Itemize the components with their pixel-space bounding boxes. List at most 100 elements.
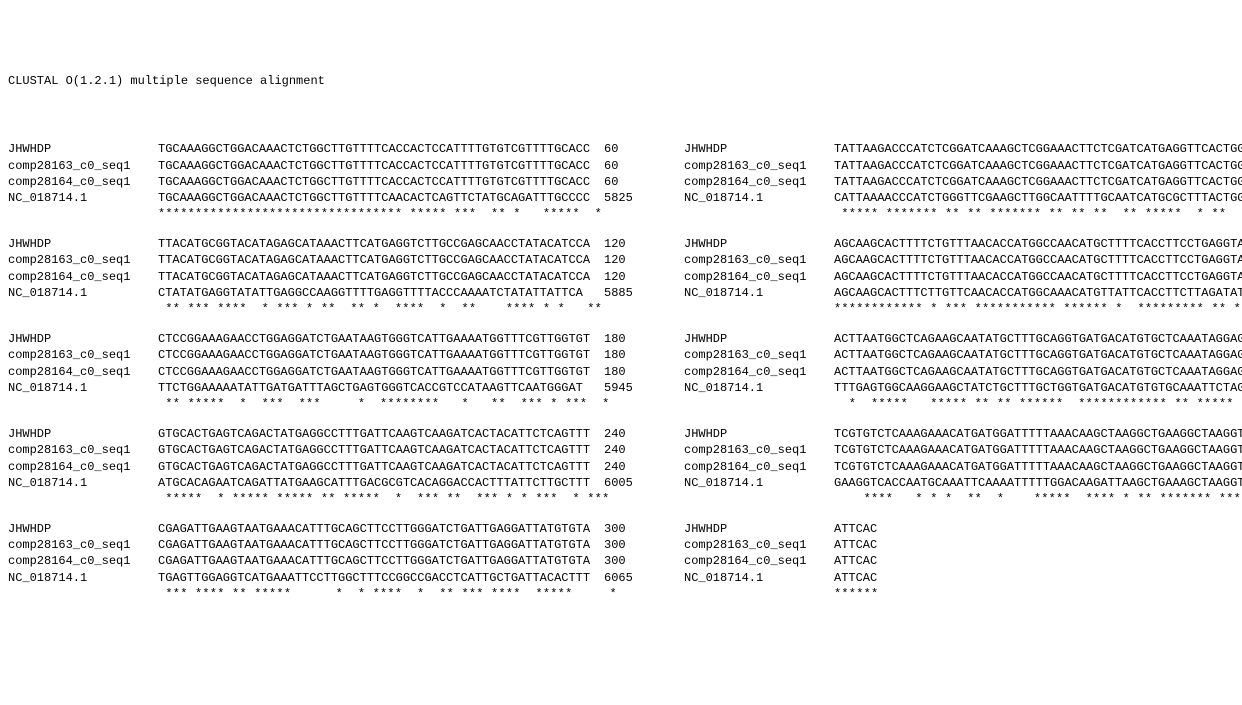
conservation-stars: ***** * ***** ***** ** ***** * *** ** **… — [8, 491, 644, 507]
alignment-row: NC_018714.1TTTGAGTGGCAAGGAAGCTATCTGCTTTG… — [684, 380, 1242, 396]
sequence-text: ATTCAC — [834, 521, 1242, 537]
sequence-text: TATTAAGACCCATCTCGGATCAAAGCTCGGAAACTTCTCG… — [834, 174, 1242, 190]
alignment-row: comp28164_c0_seq1AGCAAGCACTTTTCTGTTTAACA… — [684, 269, 1242, 285]
alignment-row: NC_018714.1TGAGTTGGAGGTCATGAAATTCCTTGGCT… — [8, 570, 644, 586]
sequence-name: NC_018714.1 — [684, 190, 834, 206]
alignment-row: comp28163_c0_seq1ACTTAATGGCTCAGAAGCAATAT… — [684, 347, 1242, 363]
sequence-name: comp28164_c0_seq1 — [684, 174, 834, 190]
alignment-row: NC_018714.1ATTCAC6311 — [684, 570, 1242, 586]
sequence-position: 5825 — [598, 190, 644, 206]
alignment-row: NC_018714.1TGCAAAGGCTGGACAAACTCTGGCTTGTT… — [8, 190, 644, 206]
sequence-text: CGAGATTGAAGTAATGAAACATTTGCAGCTTCCTTGGGAT… — [158, 553, 598, 569]
conservation-stars: ************ * *** *********** ****** * … — [684, 301, 1242, 317]
sequence-text: GTGCACTGAGTCAGACTATGAGGCCTTTGATTCAAGTCAA… — [158, 442, 598, 458]
sequence-position: 180 — [598, 347, 644, 363]
alignment-row: JHWHDPACTTAATGGCTCAGAAGCAATATGCTTTGCAGGT… — [684, 331, 1242, 347]
sequence-text: CTCCGGAAAGAACCTGGAGGATCTGAATAAGTGGGTCATT… — [158, 364, 598, 380]
alignment-row: JHWHDPTCGTGTCTCAAAGAAACATGATGGATTTTTAAAC… — [684, 426, 1242, 442]
sequence-name: NC_018714.1 — [8, 570, 158, 586]
sequence-text: TCGTGTCTCAAAGAAACATGATGGATTTTTAAACAAGCTA… — [834, 426, 1242, 442]
sequence-name: comp28164_c0_seq1 — [8, 269, 158, 285]
alignment-row: NC_018714.1TTCTGGAAAAATATTGATGATTTAGCTGA… — [8, 380, 644, 396]
sequence-name: NC_018714.1 — [684, 380, 834, 396]
conservation-stars: ********************************* ***** … — [8, 206, 644, 222]
alignment-row: comp28163_c0_seq1CGAGATTGAAGTAATGAAACATT… — [8, 537, 644, 553]
sequence-text: ACTTAATGGCTCAGAAGCAATATGCTTTGCAGGTGATGAC… — [834, 364, 1242, 380]
sequence-name: JHWHDP — [8, 331, 158, 347]
alignment-block: JHWHDPTTACATGCGGTACATAGAGCATAAACTTCATGAG… — [8, 236, 644, 317]
alignment-row: comp28163_c0_seq1TGCAAAGGCTGGACAAACTCTGG… — [8, 158, 644, 174]
alignment-row: comp28164_c0_seq1ATTCAC546 — [684, 553, 1242, 569]
alignment-block: JHWHDPACTTAATGGCTCAGAAGCAATATGCTTTGCAGGT… — [684, 331, 1242, 412]
sequence-text: AGCAAGCACTTTTCTGTTTAACACCATGGCCAACATGCTT… — [834, 252, 1242, 268]
sequence-text: CTCCGGAAAGAACCTGGAGGATCTGAATAAGTGGGTCATT… — [158, 331, 598, 347]
sequence-position: 300 — [598, 521, 644, 537]
sequence-name: comp28163_c0_seq1 — [684, 537, 834, 553]
sequence-position: 240 — [598, 459, 644, 475]
sequence-name: JHWHDP — [8, 236, 158, 252]
sequence-name: NC_018714.1 — [8, 380, 158, 396]
sequence-name: comp28163_c0_seq1 — [684, 158, 834, 174]
alignment-row: NC_018714.1CTATATGAGGTATATTGAGGCCAAGGTTT… — [8, 285, 644, 301]
sequence-name: JHWHDP — [684, 236, 834, 252]
alignment-row: comp28163_c0_seq1ATTCAC546 — [684, 537, 1242, 553]
sequence-name: comp28164_c0_seq1 — [8, 174, 158, 190]
sequence-position: 240 — [598, 426, 644, 442]
sequence-text: CGAGATTGAAGTAATGAAACATTTGCAGCTTCCTTGGGAT… — [158, 537, 598, 553]
sequence-text: TTACATGCGGTACATAGAGCATAAACTTCATGAGGTCTTG… — [158, 236, 598, 252]
conservation-stars: ** *** **** * *** * ** ** * **** * ** **… — [8, 301, 644, 317]
alignment-block: JHWHDP TATTAAGACCCATCTCGGATCAAAGCTCGGAAAC… — [684, 141, 1242, 222]
sequence-position: 240 — [598, 442, 644, 458]
alignment-block: JHWHDPTCGTGTCTCAAAGAAACATGATGGATTTTTAAAC… — [684, 426, 1242, 507]
sequence-name: JHWHDP — [8, 426, 158, 442]
sequence-position: 60 — [598, 141, 644, 157]
alignment-row: NC_018714.1CATTAAAACCCATCTGGGTTCGAAGCTTG… — [684, 190, 1242, 206]
alignment-block: JHWHDPATTCAC546comp28163_c0_seq1ATTCAC54… — [684, 521, 1242, 602]
alignment-row: comp28163_c0_seq1CTCCGGAAAGAACCTGGAGGATC… — [8, 347, 644, 363]
sequence-name: comp28163_c0_seq1 — [684, 347, 834, 363]
sequence-name: comp28163_c0_seq1 — [8, 537, 158, 553]
sequence-name: JHWHDP — [684, 426, 834, 442]
sequence-name: NC_018714.1 — [684, 285, 834, 301]
sequence-position: 300 — [598, 537, 644, 553]
alignment-block: JHWHDPCTCCGGAAAGAACCTGGAGGATCTGAATAAGTGG… — [8, 331, 644, 412]
sequence-position: 6065 — [598, 570, 644, 586]
alignment-row: NC_018714.1AGCAAGCACTTTCTTGTTCAACACCATGG… — [684, 285, 1242, 301]
sequence-name: NC_018714.1 — [684, 475, 834, 491]
sequence-name: JHWHDP — [684, 141, 834, 157]
sequence-name: comp28163_c0_seq1 — [8, 252, 158, 268]
alignment-row: JHWHDPGTGCACTGAGTCAGACTATGAGGCCTTTGATTCA… — [8, 426, 644, 442]
sequence-text: TGCAAAGGCTGGACAAACTCTGGCTTGTTTTCAACACTCA… — [158, 190, 598, 206]
sequence-name: comp28163_c0_seq1 — [8, 442, 158, 458]
conservation-stars: ***** ******* ** ** ******* ** ** ** ** … — [684, 206, 1242, 222]
sequence-position: 180 — [598, 364, 644, 380]
alignment-row: comp28163_c0_seq1TATTAAGACCCATCTCGGATCAA… — [684, 158, 1242, 174]
alignment-row: NC_018714.1GAAGGTCACCAATGCAAATTCAAAATTTT… — [684, 475, 1242, 491]
sequence-text: ATGCACAGAATCAGATTATGAAGCATTTGACGCGTCACAG… — [158, 475, 598, 491]
alignment-row: JHWHDPAGCAAGCACTTTTCTGTTTAACACCATGGCCAAC… — [684, 236, 1242, 252]
sequence-position: 5945 — [598, 380, 644, 396]
sequence-name: NC_018714.1 — [8, 475, 158, 491]
sequence-position: 60 — [598, 174, 644, 190]
right-column: JHWHDP TATTAAGACCCATCTCGGATCAAAGCTCGGAAAC… — [684, 141, 1242, 616]
sequence-position: 300 — [598, 553, 644, 569]
sequence-text: ATTCAC — [834, 570, 1242, 586]
sequence-name: comp28163_c0_seq1 — [8, 347, 158, 363]
sequence-position: 6005 — [598, 475, 644, 491]
alignment-columns: JHWHDP TGCAAAGGCTGGACAAACTCTGGCTTGTTTTCAC… — [8, 141, 1234, 616]
sequence-text: TTACATGCGGTACATAGAGCATAAACTTCATGAGGTCTTG… — [158, 269, 598, 285]
sequence-text: TCGTGTCTCAAAGAAACATGATGGATTTTTAAACAAGCTA… — [834, 442, 1242, 458]
sequence-text: ATTCAC — [834, 537, 1242, 553]
sequence-name: comp28163_c0_seq1 — [684, 252, 834, 268]
sequence-name: comp28164_c0_seq1 — [8, 553, 158, 569]
alignment-block: JHWHDPCGAGATTGAAGTAATGAAACATTTGCAGCTTCCT… — [8, 521, 644, 602]
sequence-name: comp28163_c0_seq1 — [8, 158, 158, 174]
sequence-text: TGCAAAGGCTGGACAAACTCTGGCTTGTTTTCACCACTCC… — [158, 158, 598, 174]
sequence-text: AGCAAGCACTTTTCTGTTTAACACCATGGCCAACATGCTT… — [834, 236, 1242, 252]
alignment-row: JHWHDPTATTAAGACCCATCTCGGATCAAAGCTCGGAAAC… — [684, 141, 1242, 157]
left-column: JHWHDP TGCAAAGGCTGGACAAACTCTGGCTTGTTTTCAC… — [8, 141, 644, 616]
sequence-name: JHWHDP — [684, 521, 834, 537]
sequence-position: 120 — [598, 236, 644, 252]
conservation-stars: ** ***** * *** *** * ******** * ** *** *… — [8, 396, 644, 412]
conservation-stars: * ***** ***** ** ** ****** ************ … — [684, 396, 1242, 412]
